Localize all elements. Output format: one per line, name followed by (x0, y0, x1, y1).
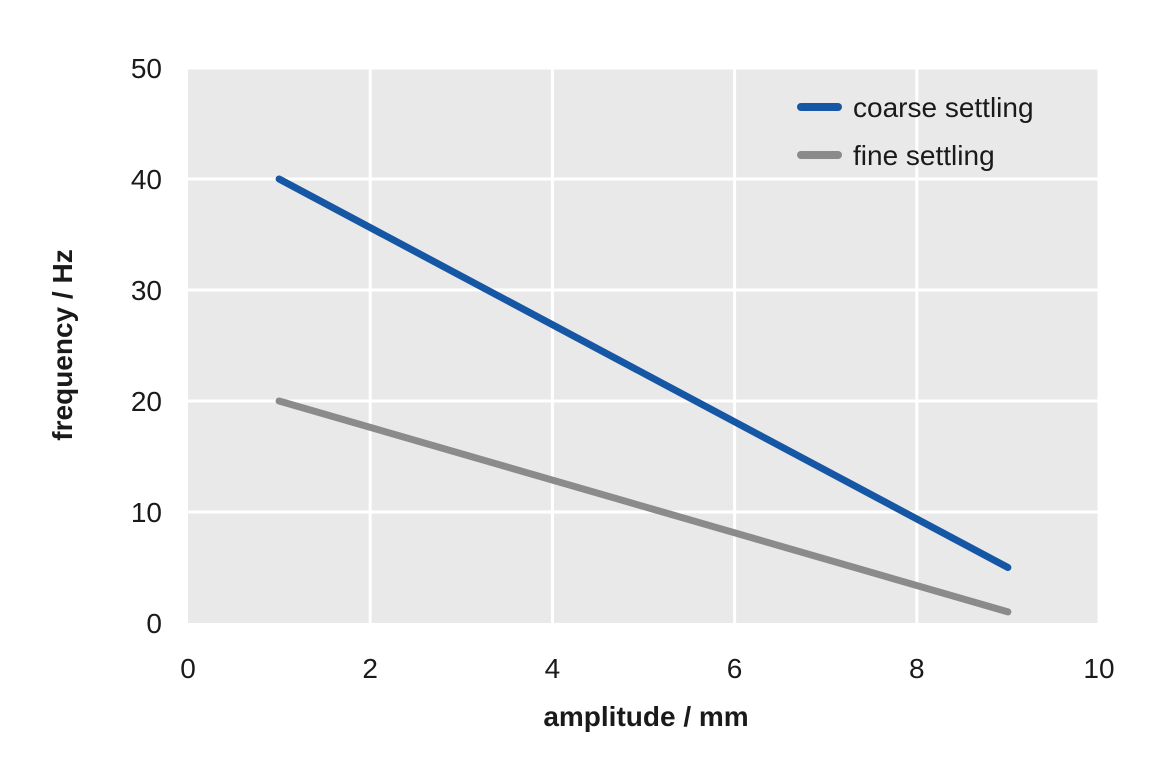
series-line-fine-settling (275, 397, 1012, 616)
legend: coarse settling fine settling (797, 92, 1034, 171)
legend-label-coarse-settling: coarse settling (853, 92, 1034, 123)
y-tick-label-50: 50 (131, 53, 162, 84)
gridlines (188, 66, 1101, 623)
y-tick-label-20: 20 (131, 386, 162, 417)
x-tick-label-2: 2 (362, 653, 378, 684)
y-tick-label-40: 40 (131, 164, 162, 195)
x-tick-label-10: 10 (1083, 653, 1114, 684)
x-tick-label-8: 8 (909, 653, 925, 684)
x-tick-label-0: 0 (180, 653, 196, 684)
y-tick-labels: 0 10 20 30 40 50 (131, 53, 162, 639)
y-tick-label-10: 10 (131, 497, 162, 528)
x-tick-label-6: 6 (727, 653, 743, 684)
y-axis-label: frequency / Hz (47, 249, 78, 440)
series-lines (275, 175, 1012, 616)
series-line-coarse-settling (275, 175, 1012, 571)
x-axis-label: amplitude / mm (543, 701, 748, 732)
y-tick-label-0: 0 (146, 608, 162, 639)
y-tick-label-30: 30 (131, 275, 162, 306)
x-tick-label-4: 4 (545, 653, 561, 684)
legend-label-fine-settling: fine settling (853, 140, 995, 171)
plot-area (188, 68, 1099, 623)
x-tick-labels: 0 2 4 6 8 10 (180, 653, 1114, 684)
